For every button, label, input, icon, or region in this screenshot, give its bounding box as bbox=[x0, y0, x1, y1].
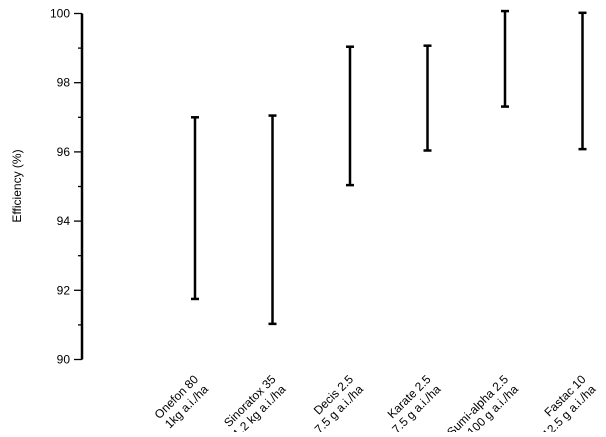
range-bar bbox=[268, 114, 277, 326]
y-tick-label: 94 bbox=[57, 214, 71, 228]
y-axis-ticks: 90 92 94 96 98 100 bbox=[50, 7, 82, 367]
range-bar bbox=[346, 45, 354, 187]
y-tick-label: 98 bbox=[57, 76, 71, 90]
x-tick-label: Decis 2.57.5 g a.i./ha bbox=[311, 372, 366, 436]
range-bars bbox=[191, 9, 587, 326]
range-bar bbox=[191, 116, 199, 301]
x-tick-label: Karate 2.57.5 g a.i./ha bbox=[385, 372, 444, 436]
range-bar bbox=[501, 9, 509, 108]
y-tick-label: 96 bbox=[57, 145, 71, 159]
y-axis-label: Efficiency (%) bbox=[10, 149, 24, 222]
y-tick-label: 90 bbox=[57, 353, 71, 367]
range-bar bbox=[578, 11, 587, 151]
x-tick-label: Sinoratox 351.2 kg a.i./ha bbox=[221, 372, 289, 437]
y-tick-label: 100 bbox=[50, 7, 70, 21]
range-bar bbox=[423, 44, 432, 152]
y-tick-label: 92 bbox=[57, 283, 71, 297]
